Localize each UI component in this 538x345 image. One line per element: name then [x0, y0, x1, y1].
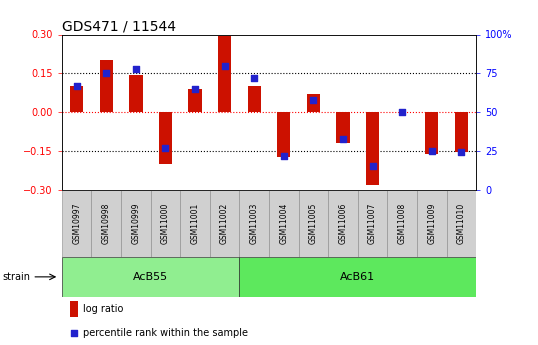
Text: GSM11002: GSM11002 [220, 203, 229, 244]
Text: log ratio: log ratio [83, 304, 123, 314]
Bar [62, 257, 239, 297]
Bar [269, 190, 299, 257]
Text: GSM11007: GSM11007 [368, 203, 377, 244]
Text: GSM11000: GSM11000 [161, 203, 170, 244]
Point [220, 63, 229, 68]
Bar [307, 94, 320, 112]
Bar [247, 86, 261, 112]
Point [279, 153, 288, 158]
Bar [387, 190, 417, 257]
Text: GSM11006: GSM11006 [338, 203, 348, 244]
Bar [151, 190, 180, 257]
Bar [417, 190, 447, 257]
Bar [70, 301, 77, 317]
Bar [129, 75, 143, 112]
Bar [100, 60, 113, 112]
Point [457, 150, 465, 155]
Bar [358, 190, 387, 257]
Text: strain: strain [3, 272, 31, 282]
Text: GSM11005: GSM11005 [309, 203, 318, 244]
Point [250, 75, 258, 81]
Bar [328, 190, 358, 257]
Bar [366, 112, 379, 185]
Bar [299, 190, 328, 257]
Text: AcB55: AcB55 [133, 272, 168, 282]
Bar [218, 36, 231, 112]
Text: GSM10999: GSM10999 [131, 203, 140, 244]
Point [339, 136, 348, 141]
Text: GSM11003: GSM11003 [250, 203, 259, 244]
Point [309, 97, 317, 102]
Text: GSM11001: GSM11001 [190, 203, 200, 244]
Point [161, 145, 170, 150]
Text: GSM10998: GSM10998 [102, 203, 111, 244]
Text: GSM10997: GSM10997 [72, 203, 81, 244]
Text: GSM11004: GSM11004 [279, 203, 288, 244]
Bar [62, 190, 91, 257]
Bar [121, 190, 151, 257]
Point [102, 71, 111, 76]
Point [398, 109, 406, 115]
Bar [447, 190, 476, 257]
Text: percentile rank within the sample: percentile rank within the sample [83, 328, 247, 337]
Bar [425, 112, 438, 154]
Bar [70, 86, 83, 112]
Text: GSM11008: GSM11008 [398, 203, 407, 244]
Bar [159, 112, 172, 164]
Point [69, 330, 78, 335]
Bar [210, 190, 239, 257]
Point [72, 83, 81, 89]
Point [368, 164, 377, 169]
Text: GSM11010: GSM11010 [457, 203, 466, 244]
Bar [180, 190, 210, 257]
Bar [239, 190, 269, 257]
Bar [336, 112, 350, 143]
Bar [239, 257, 476, 297]
Bar [91, 190, 121, 257]
Point [131, 66, 140, 71]
Bar [455, 112, 468, 152]
Point [427, 148, 436, 154]
Point [190, 86, 199, 91]
Bar [277, 112, 291, 157]
Text: GDS471 / 11544: GDS471 / 11544 [62, 19, 176, 33]
Text: GSM11009: GSM11009 [427, 203, 436, 244]
Text: AcB61: AcB61 [340, 272, 376, 282]
Bar [188, 89, 202, 112]
